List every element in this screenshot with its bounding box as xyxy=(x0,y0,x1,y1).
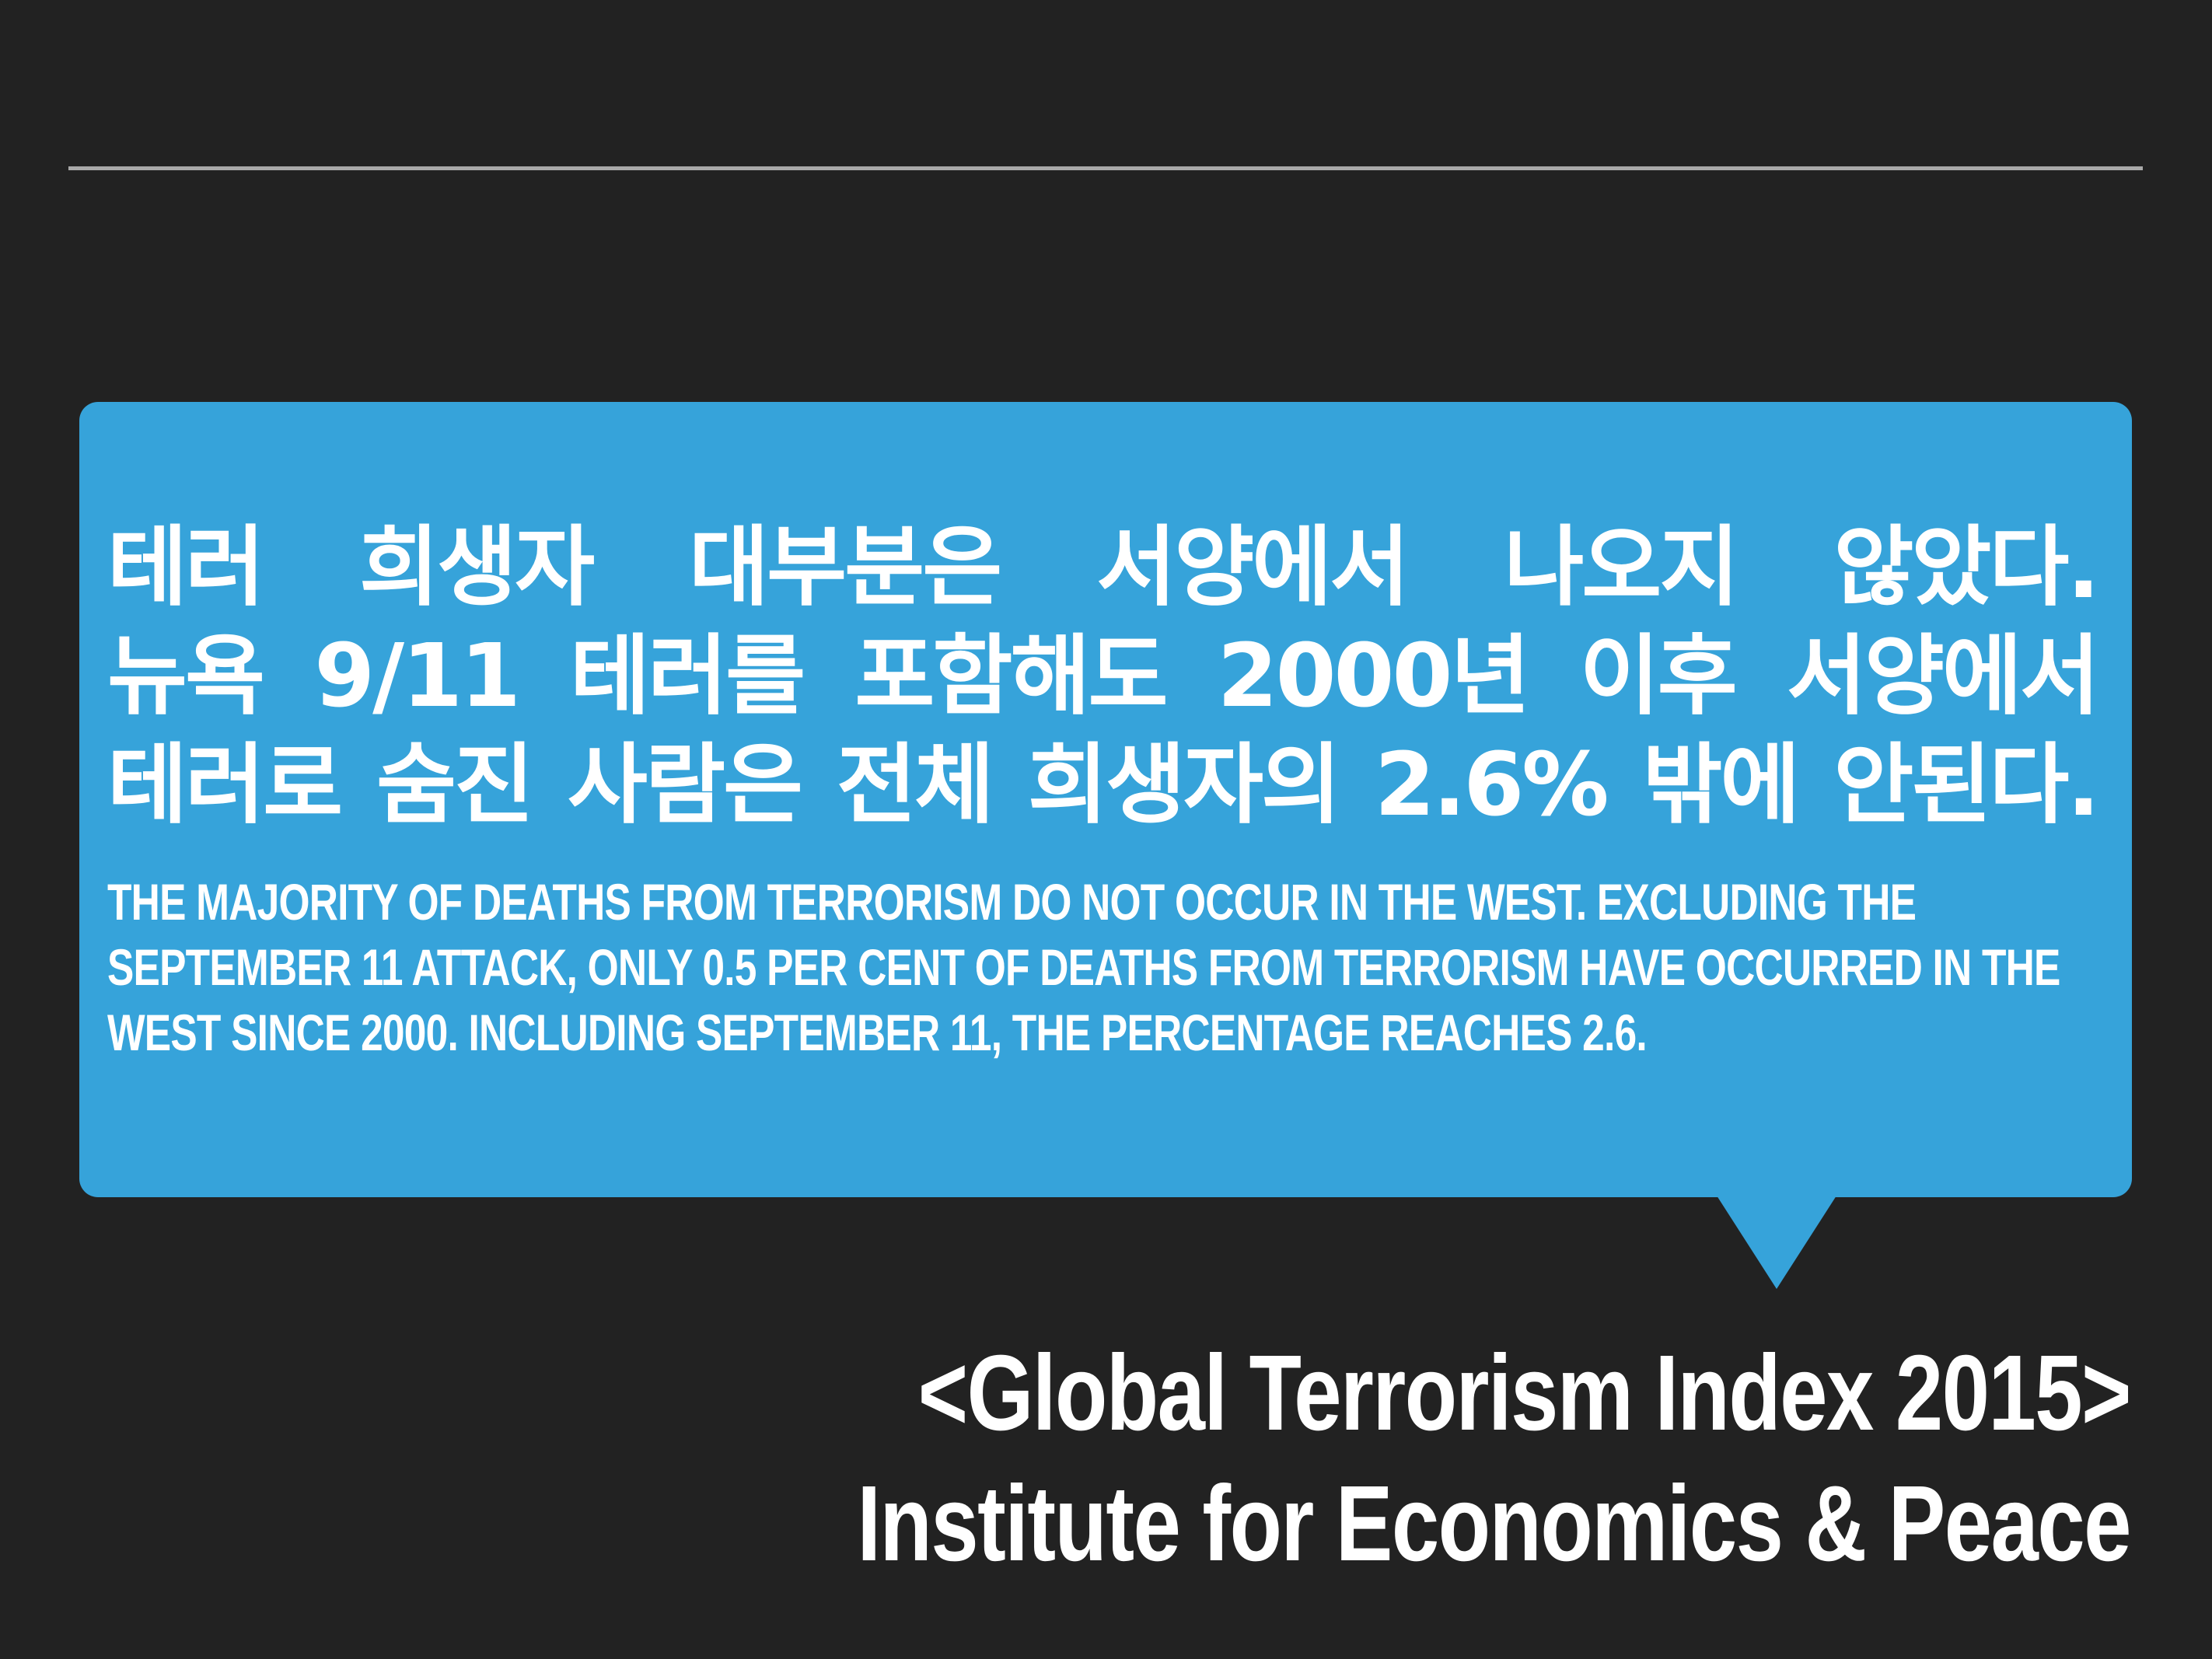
english-quote-line: THE MAJORITY OF DEATHS FROM TERRORISM DO… xyxy=(107,873,1917,931)
korean-quote-line: 뉴욕 9/11 테러를 포함해도 2000년 이후 서양에서 xyxy=(107,626,2098,727)
korean-quote-line: 테러로 숨진 사람은 전체 희생자의 2.6% 밖에 안된다. xyxy=(107,735,2098,836)
source-title: <Global Terrorism Index 2015> xyxy=(917,1333,2132,1453)
korean-quote-line: 테러 희생자 대부분은 서양에서 나오지 않았다. xyxy=(107,517,2098,618)
top-divider xyxy=(68,166,2143,170)
speech-bubble-tail xyxy=(1717,1196,1836,1289)
english-quote-line: WEST SINCE 2000. INCLUDING SEPTEMBER 11,… xyxy=(107,1004,1648,1061)
english-quote: THE MAJORITY OF DEATHS FROM TERRORISM DO… xyxy=(107,869,2096,1065)
source-citation: <Global Terrorism Index 2015> Institute … xyxy=(857,1328,2132,1589)
speech-bubble xyxy=(79,402,2132,1197)
english-quote-line: SEPTEMBER 11 ATTACK, ONLY 0.5 PER CENT O… xyxy=(107,938,2060,996)
korean-quote: 테러 희생자 대부분은 서양에서 나오지 않았다. 뉴욕 9/11 테러를 포함… xyxy=(107,513,2098,840)
source-publisher: Institute for Economics & Peace xyxy=(857,1464,2131,1584)
